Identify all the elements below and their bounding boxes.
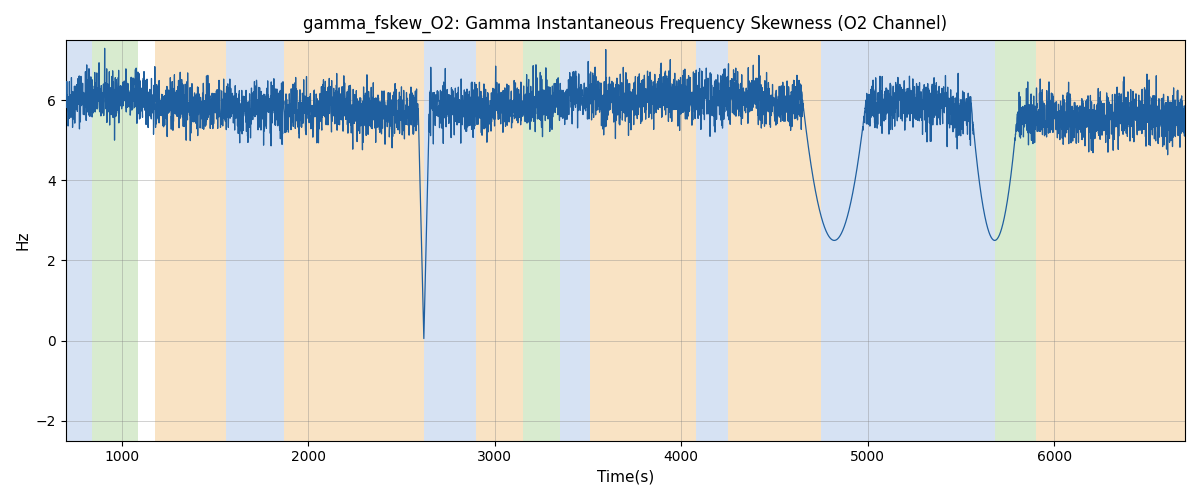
Bar [155, 40, 226, 440]
Y-axis label: Hz: Hz [16, 230, 30, 250]
X-axis label: Time(s): Time(s) [596, 470, 654, 485]
Bar [226, 40, 284, 440]
Bar [284, 40, 424, 440]
Bar [66, 40, 91, 440]
Bar [590, 40, 696, 440]
Bar [728, 40, 821, 440]
Bar [476, 40, 523, 440]
Bar [523, 40, 560, 440]
Bar [1036, 40, 1186, 440]
Bar [995, 40, 1036, 440]
Bar [560, 40, 590, 440]
Bar [424, 40, 476, 440]
Bar [696, 40, 728, 440]
Bar [91, 40, 138, 440]
Title: gamma_fskew_O2: Gamma Instantaneous Frequency Skewness (O2 Channel): gamma_fskew_O2: Gamma Instantaneous Freq… [304, 15, 947, 34]
Bar [821, 40, 995, 440]
